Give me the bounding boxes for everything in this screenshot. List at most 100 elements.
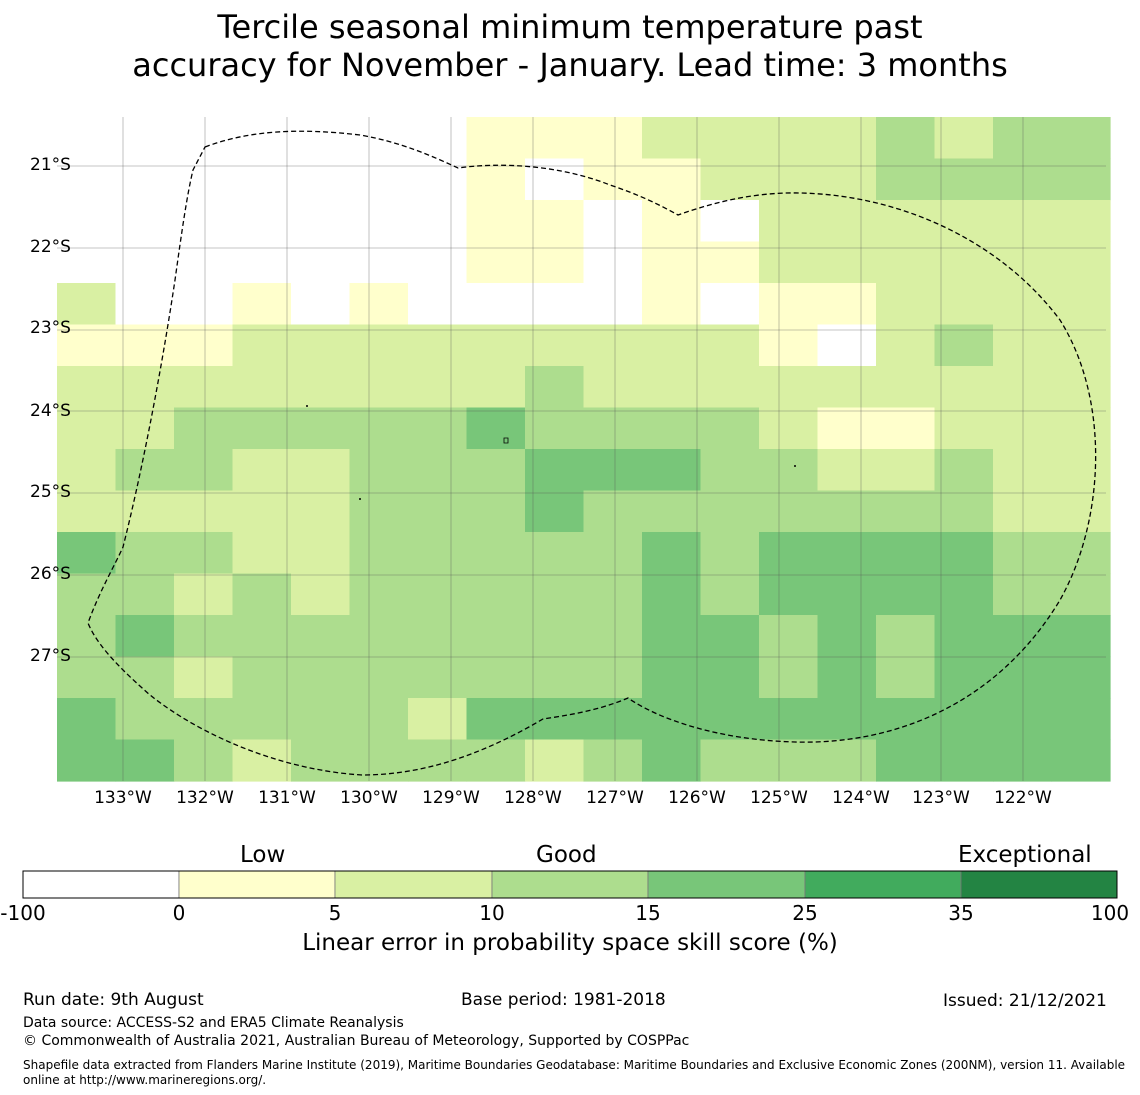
grid-cell xyxy=(466,117,526,160)
grid-cell xyxy=(759,532,819,575)
grid-cell xyxy=(993,158,1053,201)
grid-cell xyxy=(466,573,526,616)
grid-cell xyxy=(115,117,175,160)
grid-cell xyxy=(700,449,760,492)
grid-cell xyxy=(759,324,819,367)
grid-cell xyxy=(525,324,585,367)
grid-cell xyxy=(115,739,175,782)
grid-cell xyxy=(57,283,117,326)
grid-cell xyxy=(934,490,994,533)
grid-cell xyxy=(232,532,292,575)
lat-label: 26°S xyxy=(30,564,71,584)
grid-cell xyxy=(876,200,936,243)
grid-cell xyxy=(466,449,526,492)
grid-cell xyxy=(817,407,877,450)
island-marker xyxy=(306,405,308,407)
grid-cell xyxy=(232,573,292,616)
grid-cell xyxy=(759,117,819,160)
grid-cell xyxy=(642,490,702,533)
grid-cell xyxy=(1051,200,1111,243)
grid-cell xyxy=(642,241,702,284)
grid-cell xyxy=(759,739,819,782)
grid-cell xyxy=(993,449,1053,492)
grid-cell xyxy=(700,324,760,367)
grid-cell xyxy=(291,200,351,243)
grid-cell xyxy=(232,324,292,367)
island-marker xyxy=(503,437,509,444)
grid-cell xyxy=(525,283,585,326)
grid-cell xyxy=(876,366,936,409)
copyright: © Commonwealth of Australia 2021, Austra… xyxy=(23,1033,690,1049)
grid-cell xyxy=(174,656,234,699)
grid-cell xyxy=(408,615,468,658)
grid-cell xyxy=(642,449,702,492)
grid-cell xyxy=(934,366,994,409)
grid-cell xyxy=(466,698,526,741)
lon-label: 132°W xyxy=(176,788,234,808)
grid-cell xyxy=(57,200,117,243)
grid-cell xyxy=(291,698,351,741)
grid-cell xyxy=(583,698,643,741)
colorbar-segment xyxy=(334,870,493,899)
grid-cell xyxy=(934,615,994,658)
grid-cell xyxy=(583,490,643,533)
grid-cell xyxy=(759,158,819,201)
grid-cell xyxy=(583,117,643,160)
grid-cell xyxy=(349,449,409,492)
grid-cell xyxy=(115,490,175,533)
grid-cell xyxy=(115,283,175,326)
grid-cell xyxy=(759,573,819,616)
colorbar-tick: 0 xyxy=(172,901,186,925)
grid-cell xyxy=(408,656,468,699)
colorbar-segment xyxy=(491,870,649,899)
skill-grid-cells xyxy=(57,117,1111,782)
grid-cell xyxy=(583,283,643,326)
grid-cell xyxy=(934,698,994,741)
grid-cell xyxy=(876,656,936,699)
grid-cell xyxy=(817,366,877,409)
grid-cell xyxy=(817,698,877,741)
colorbar-tick: -100 xyxy=(0,901,46,925)
grid-cell xyxy=(993,532,1053,575)
grid-cell xyxy=(934,449,994,492)
grid-cell xyxy=(876,573,936,616)
base-period: Base period: 1981-2018 xyxy=(461,990,666,1010)
grid-cell xyxy=(408,117,468,160)
grid-cell xyxy=(934,283,994,326)
grid-cell xyxy=(466,407,526,450)
grid-cell xyxy=(408,158,468,201)
grid-cell xyxy=(876,241,936,284)
grid-cell xyxy=(759,698,819,741)
grid-cell xyxy=(642,532,702,575)
colorbar-segment xyxy=(647,870,806,899)
grid-cell xyxy=(349,615,409,658)
grid-cell xyxy=(115,532,175,575)
grid-cell xyxy=(700,158,760,201)
grid-cell xyxy=(349,200,409,243)
grid-cell xyxy=(57,407,117,450)
grid-cell xyxy=(57,241,117,284)
grid-cell xyxy=(174,200,234,243)
grid-cell xyxy=(291,283,351,326)
lon-label: 124°W xyxy=(832,788,890,808)
grid-cell xyxy=(642,656,702,699)
grid-cell xyxy=(408,490,468,533)
grid-cell xyxy=(466,241,526,284)
island-marker xyxy=(794,465,796,467)
colorbar-segment xyxy=(178,870,336,899)
grid-cell xyxy=(993,656,1053,699)
grid-cell xyxy=(115,698,175,741)
grid-cell xyxy=(993,117,1053,160)
grid-cell xyxy=(174,117,234,160)
grid-cell xyxy=(525,449,585,492)
grid-cell xyxy=(876,698,936,741)
grid-cell xyxy=(642,407,702,450)
grid-cell xyxy=(583,200,643,243)
grid-cell xyxy=(993,573,1053,616)
grid-cell xyxy=(525,158,585,201)
grid-cell xyxy=(291,656,351,699)
grid-cell xyxy=(817,490,877,533)
colorbar-tick: 25 xyxy=(792,901,818,925)
colorbar-border xyxy=(22,870,1118,899)
grid-cell xyxy=(525,573,585,616)
